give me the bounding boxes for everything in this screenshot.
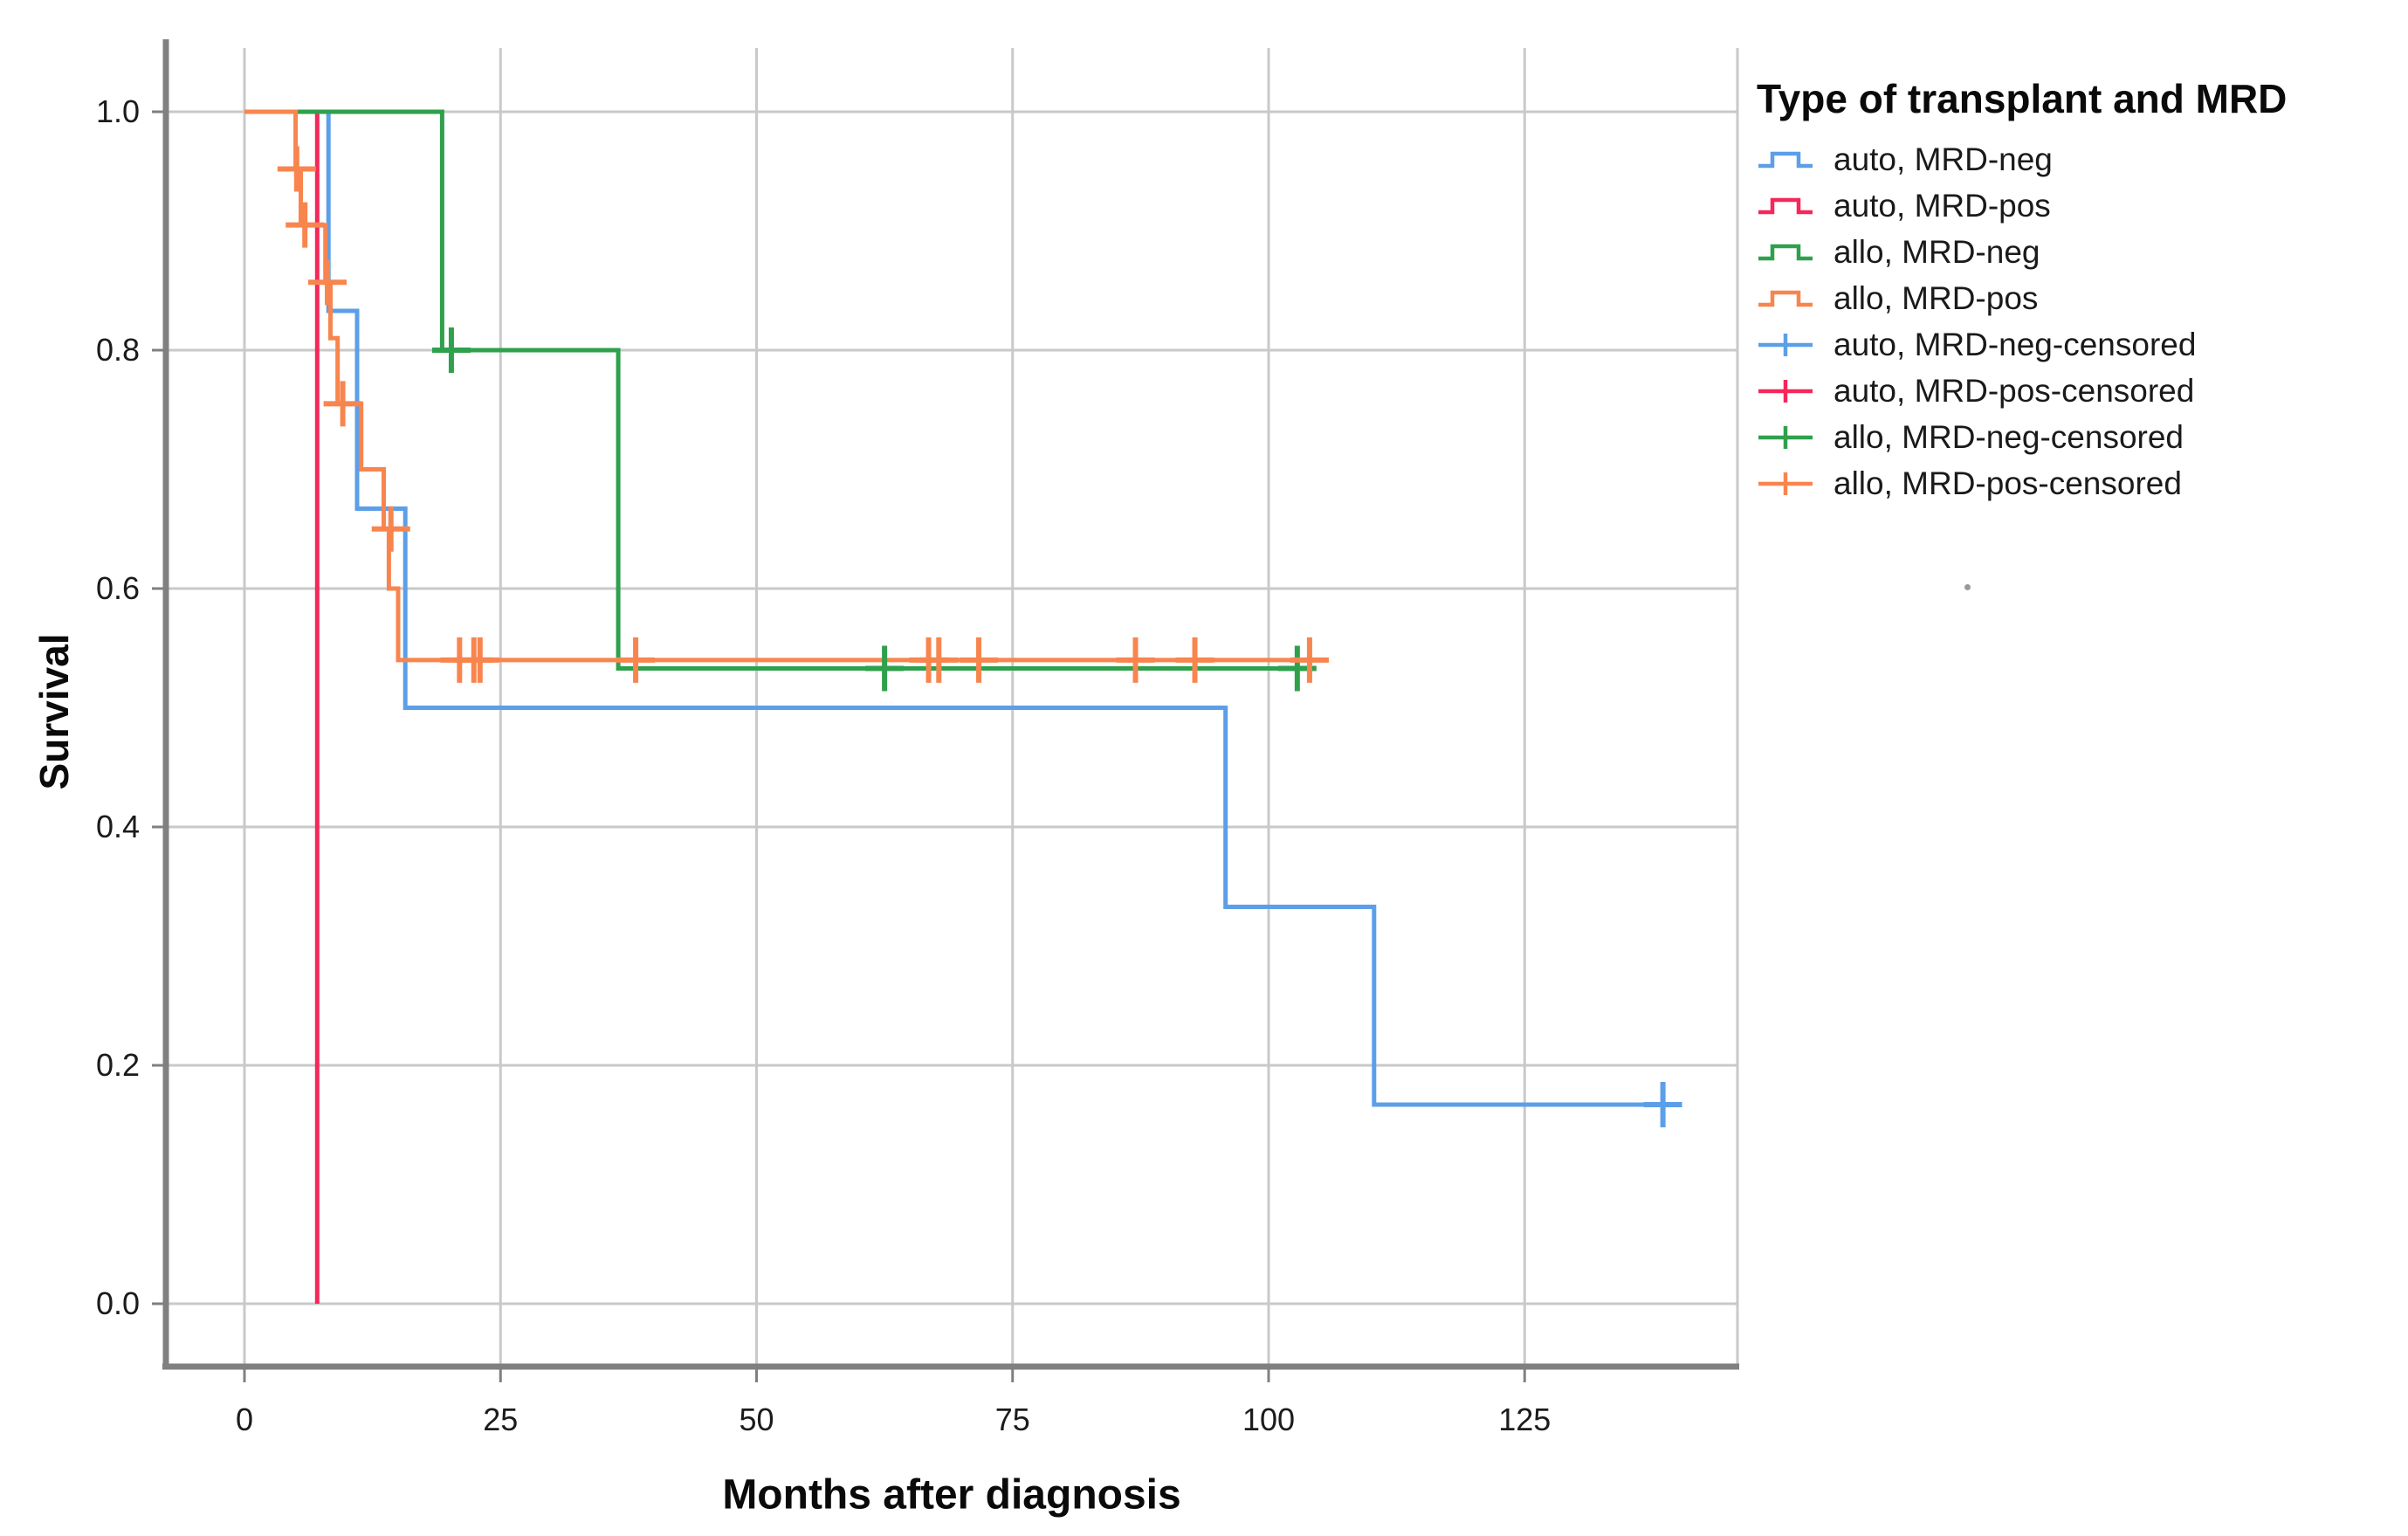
step-line-icon — [1758, 290, 1813, 307]
legend-label: allo, MRD-neg — [1834, 233, 2040, 270]
censor-plus-icon — [1758, 472, 1813, 495]
y-axis-title: Survival — [31, 633, 77, 790]
legend-label: auto, MRD-pos — [1834, 187, 2051, 224]
censor-mark — [323, 381, 362, 427]
step-line-icon — [1758, 244, 1813, 260]
censor-mark — [865, 645, 905, 692]
legend: Type of transplant and MRD auto, MRD-neg… — [1757, 75, 2403, 506]
y-tick-label: 0.4 — [96, 809, 140, 844]
censor-mark — [286, 202, 325, 248]
survival-curve-allo-mrd-neg — [244, 109, 1310, 671]
censor-mark — [431, 327, 471, 373]
x-tick-label: 0 — [236, 1402, 253, 1437]
x-tick-label: 100 — [1242, 1402, 1295, 1437]
step-line-icon — [1758, 151, 1813, 168]
censor-mark — [616, 637, 656, 683]
y-tick-label: 1.0 — [96, 93, 140, 129]
legend-label: auto, MRD-neg-censored — [1834, 326, 2197, 362]
x-tick-label: 50 — [739, 1402, 774, 1437]
y-tick-label: 0.2 — [96, 1047, 140, 1083]
legend-label: auto, MRD-neg — [1834, 141, 2053, 177]
legend-item-auto-mrd-pos-censored: auto, MRD-pos-censored — [1757, 368, 2403, 414]
censor-mark — [1290, 637, 1329, 683]
y-tick-label: 0.6 — [96, 570, 140, 606]
legend-item-auto-mrd-neg: auto, MRD-neg — [1757, 136, 2403, 183]
y-tick-label: 0.8 — [96, 332, 140, 368]
censor-mark — [1175, 637, 1214, 683]
censor-plus-icon — [1758, 379, 1813, 403]
legend-title: Type of transplant and MRD — [1757, 76, 2288, 121]
censor-mark — [919, 637, 959, 683]
censor-mark — [308, 259, 347, 306]
censor-plus-icon — [1758, 333, 1813, 356]
censor-mark — [277, 146, 316, 192]
censor-plus-icon — [1758, 425, 1813, 449]
x-tick-label: 125 — [1498, 1402, 1551, 1437]
y-tick-label: 0.0 — [96, 1285, 140, 1321]
survival-curve-allo-mrd-pos — [244, 109, 1315, 663]
legend-item-allo-mrd-neg: allo, MRD-neg — [1757, 229, 2403, 275]
survival-curve-auto-mrd-pos — [244, 109, 320, 1304]
censor-mark — [1116, 637, 1155, 683]
legend-label: allo, MRD-pos — [1834, 279, 2039, 316]
censor-mark — [460, 637, 499, 683]
legend-label: allo, MRD-pos-censored — [1834, 465, 2182, 501]
legend-item-allo-mrd-pos-censored: allo, MRD-pos-censored — [1757, 460, 2403, 506]
x-axis-title: Months after diagnosis — [722, 1471, 1181, 1519]
legend-item-auto-mrd-pos: auto, MRD-pos — [1757, 183, 2403, 229]
survival-curve-auto-mrd-neg — [244, 109, 1674, 1107]
stray-dot — [1964, 584, 1971, 590]
step-line-icon — [1758, 197, 1813, 214]
legend-item-allo-mrd-neg-censored: allo, MRD-neg-censored — [1757, 414, 2403, 460]
censor-mark — [371, 506, 410, 552]
legend-item-allo-mrd-pos: allo, MRD-pos — [1757, 275, 2403, 321]
x-tick-label: 75 — [995, 1402, 1030, 1437]
legend-label: auto, MRD-pos-censored — [1834, 372, 2195, 409]
legend-label: allo, MRD-neg-censored — [1834, 418, 2184, 455]
x-tick-label: 25 — [483, 1402, 518, 1437]
censor-mark — [960, 637, 999, 683]
censor-mark — [1643, 1082, 1682, 1128]
legend-item-auto-mrd-neg-censored: auto, MRD-neg-censored — [1757, 321, 2403, 368]
